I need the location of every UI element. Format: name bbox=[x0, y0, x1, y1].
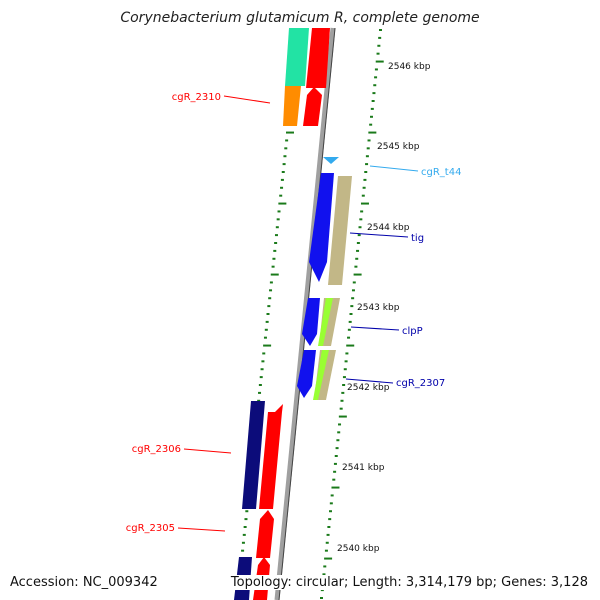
gene-block-2306-navy bbox=[242, 401, 265, 509]
kbp-label-2545: 2545 kbp bbox=[377, 142, 420, 152]
trna-marker bbox=[323, 157, 339, 164]
gene-block-2307-lime bbox=[313, 350, 329, 400]
feature-label-cgR_2305: cgR_2305 bbox=[126, 523, 175, 534]
feature-label-cgR_2310: cgR_2310 bbox=[172, 92, 221, 103]
map-title: Corynebacterium glutamicum R, complete g… bbox=[120, 10, 480, 26]
genome-backbone bbox=[274, 27, 336, 600]
kbp-label-2541: 2541 kbp bbox=[342, 463, 385, 473]
gene-block-teal bbox=[285, 28, 309, 86]
feature-label-cgR_2306: cgR_2306 bbox=[132, 444, 181, 455]
gene-arrow-clpP bbox=[302, 298, 320, 346]
kbp-label-2546: 2546 kbp bbox=[388, 62, 431, 72]
gene-arrow-tig bbox=[309, 173, 334, 282]
kbp-label-2544: 2544 kbp bbox=[367, 223, 410, 233]
feature-label-cgR_t44: cgR_t44 bbox=[421, 167, 461, 178]
gene-arrow-top-red bbox=[303, 28, 330, 126]
feature-label-clpP: clpP bbox=[402, 326, 423, 337]
accession-text: Accession: NC_009342 bbox=[8, 575, 160, 590]
feature-label-tig: tig bbox=[411, 233, 424, 244]
gene-arrow-2307 bbox=[297, 350, 316, 398]
gene-block-tig-tan bbox=[328, 176, 352, 285]
gene-arrow-2306 bbox=[259, 404, 283, 509]
topology-text: Topology: circular; Length: 3,314,179 bp… bbox=[228, 575, 590, 590]
kbp-label-2542: 2542 kbp bbox=[347, 383, 390, 393]
gene-block-orange bbox=[283, 86, 301, 126]
kbp-label-2540: 2540 kbp bbox=[337, 544, 380, 554]
kbp-label-2543: 2543 kbp bbox=[357, 303, 400, 313]
feature-label-cgR_2307: cgR_2307 bbox=[396, 378, 445, 389]
gene-block-clpP-lime bbox=[318, 298, 333, 346]
callout-lines bbox=[177, 95, 419, 532]
gene-arrow-2305 bbox=[256, 510, 274, 558]
